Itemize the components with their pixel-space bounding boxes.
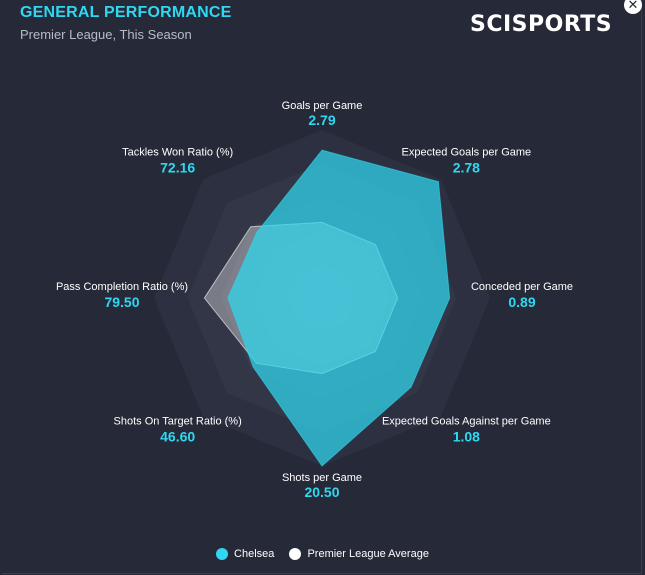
legend-dot-average [289,548,302,560]
axis-label-5: Shots On Target Ratio (%) [114,415,242,427]
axis-label-6: Pass Completion Ratio (%) [56,281,188,293]
axis-label-1: Expected Goals per Game [402,147,532,159]
axis-value-7: 72.16 [160,160,195,176]
series-polygon-team[interactable] [227,149,451,467]
legend-item-team[interactable]: Chelsea [216,548,274,560]
axis-value-0: 2.79 [308,112,335,128]
axis-value-5: 46.60 [160,428,195,444]
close-icon[interactable]: ✕ [624,0,642,14]
axis-label-2: Conceded per Game [471,281,573,293]
chart-subtitle: Premier League, This Season [20,27,192,42]
axis-value-3: 1.08 [453,428,480,444]
legend-label-team: Chelsea [234,548,275,560]
axis-label-0: Goals per Game [282,100,363,112]
chart-title: GENERAL PERFORMANCE [20,4,232,21]
axis-value-2: 0.89 [508,294,535,310]
axis-value-4: 20.50 [304,484,339,500]
axis-label-7: Tackles Won Ratio (%) [122,147,233,159]
legend-item-average[interactable]: Premier League Average [289,548,429,560]
axis-value-6: 79.50 [104,294,139,310]
legend-dot-team [216,548,229,560]
scisports-logo: SCISPORTS [470,12,613,37]
legend-label-average: Premier League Average [307,548,429,560]
legend: Chelsea Premier League Average [0,548,645,563]
axis-label-3: Expected Goals Against per Game [382,415,551,427]
axis-label-4: Shots per Game [282,472,362,484]
axis-value-1: 2.78 [453,160,480,176]
radar-series [203,149,451,467]
